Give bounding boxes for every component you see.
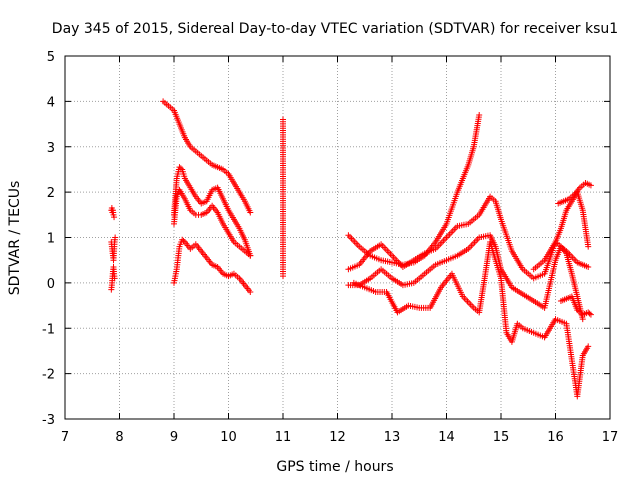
data-point [587, 311, 594, 318]
x-tick-label: 11 [275, 430, 292, 445]
x-tick-label: 15 [493, 430, 510, 445]
series-seg9 [345, 111, 483, 268]
y-tick-label: 1 [47, 232, 55, 247]
data-point [247, 209, 254, 216]
series-seg4 [160, 98, 254, 216]
series-seg8 [280, 116, 286, 280]
grid [65, 56, 610, 419]
series-seg15 [557, 293, 594, 318]
data-point [586, 310, 593, 317]
data-point [180, 237, 187, 244]
data-point [476, 111, 483, 118]
series-seg1 [108, 205, 118, 221]
x-tick-label: 7 [61, 430, 69, 445]
data-points [108, 98, 594, 400]
data-point [111, 275, 118, 282]
data-point [587, 182, 594, 189]
y-tick-label: 3 [47, 141, 55, 156]
y-tick-label: 2 [47, 186, 55, 201]
data-point [585, 263, 592, 270]
data-point [280, 273, 286, 280]
series-seg12 [350, 239, 592, 400]
x-tick-label: 10 [220, 430, 237, 445]
y-axis-label: SDTVAR / TECUs [7, 181, 23, 296]
series-seg11 [345, 232, 586, 323]
data-point [247, 288, 254, 295]
x-tick-label: 17 [602, 430, 619, 445]
chart-title: Day 345 of 2015, Sidereal Day-to-day VTE… [52, 21, 618, 37]
series-seg7 [171, 236, 254, 295]
x-tick-label: 9 [170, 430, 178, 445]
x-tick-label: 8 [115, 430, 123, 445]
x-axis-label: GPS time / hours [276, 459, 393, 475]
series-seg10 [345, 193, 592, 282]
y-tick-label: 0 [47, 277, 55, 292]
x-tick-label: 14 [438, 430, 455, 445]
x-tick-label: 13 [384, 430, 401, 445]
data-point [112, 234, 119, 241]
data-point [177, 165, 184, 172]
y-tick-label: 5 [47, 50, 55, 65]
series-seg13 [530, 189, 592, 273]
series-seg14 [555, 180, 594, 207]
data-point [585, 243, 592, 250]
y-tick-label: -3 [42, 413, 55, 428]
x-tick-label: 12 [329, 430, 346, 445]
data-point [585, 343, 592, 350]
y-tick-label: -1 [42, 322, 55, 337]
x-tick-label: 16 [547, 430, 564, 445]
series-seg6 [171, 186, 254, 259]
data-point [247, 252, 254, 259]
data-point [111, 214, 118, 221]
series-seg2 [108, 234, 119, 264]
series-seg3 [108, 263, 118, 293]
y-tick-label: -2 [42, 368, 55, 383]
series-seg5 [171, 164, 254, 259]
y-tick-label: 4 [47, 95, 55, 110]
